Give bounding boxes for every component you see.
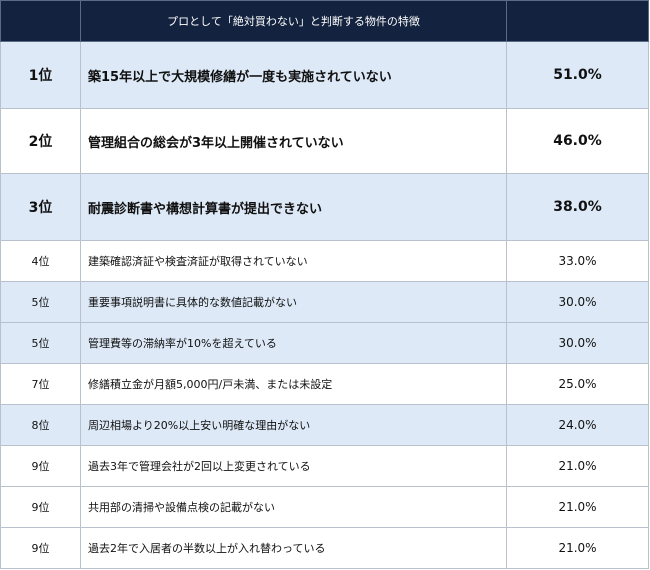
table-row: 9位 過去2年で入居者の半数以上が入れ替わっている 21.0% bbox=[0, 527, 649, 569]
table-row: 1位 築15年以上で大規模修繕が一度も実施されていない 51.0% bbox=[0, 41, 649, 109]
rank-cell: 8位 bbox=[0, 404, 81, 446]
rank-cell: 3位 bbox=[0, 173, 81, 241]
percent-cell: 30.0% bbox=[506, 322, 649, 364]
percent-cell: 21.0% bbox=[506, 486, 649, 528]
percent-cell: 33.0% bbox=[506, 240, 649, 282]
feature-cell: 耐震診断書や構想計算書が提出できない bbox=[80, 173, 507, 241]
percent-cell: 21.0% bbox=[506, 527, 649, 569]
percent-cell: 38.0% bbox=[506, 173, 649, 241]
header-title: プロとして「絶対買わない」と判断する物件の特徴 bbox=[80, 0, 507, 42]
feature-cell: 管理組合の総会が3年以上開催されていない bbox=[80, 108, 507, 174]
table-header-row: プロとして「絶対買わない」と判断する物件の特徴 bbox=[0, 0, 649, 42]
percent-cell: 46.0% bbox=[506, 108, 649, 174]
table-row: 4位 建築確認済証や検査済証が取得されていない 33.0% bbox=[0, 240, 649, 282]
feature-cell: 重要事項説明書に具体的な数値記載がない bbox=[80, 281, 507, 323]
feature-cell: 共用部の清掃や設備点検の記載がない bbox=[80, 486, 507, 528]
rank-cell: 9位 bbox=[0, 527, 81, 569]
rank-cell: 9位 bbox=[0, 486, 81, 528]
rank-cell: 4位 bbox=[0, 240, 81, 282]
percent-cell: 30.0% bbox=[506, 281, 649, 323]
rank-cell: 1位 bbox=[0, 41, 81, 109]
table-row: 9位 過去3年で管理会社が2回以上変更されている 21.0% bbox=[0, 445, 649, 487]
feature-cell: 築15年以上で大規模修繕が一度も実施されていない bbox=[80, 41, 507, 109]
table-row: 3位 耐震診断書や構想計算書が提出できない 38.0% bbox=[0, 173, 649, 241]
table-row: 7位 修繕積立金が月額5,000円/戸未満、または未設定 25.0% bbox=[0, 363, 649, 405]
percent-cell: 24.0% bbox=[506, 404, 649, 446]
table-row: 5位 重要事項説明書に具体的な数値記載がない 30.0% bbox=[0, 281, 649, 323]
rank-cell: 2位 bbox=[0, 108, 81, 174]
rank-cell: 9位 bbox=[0, 445, 81, 487]
table-row: 2位 管理組合の総会が3年以上開催されていない 46.0% bbox=[0, 108, 649, 174]
table-row: 9位 共用部の清掃や設備点検の記載がない 21.0% bbox=[0, 486, 649, 528]
feature-cell: 周辺相場より20%以上安い明確な理由がない bbox=[80, 404, 507, 446]
percent-cell: 51.0% bbox=[506, 41, 649, 109]
header-value-cell bbox=[506, 0, 649, 42]
percent-cell: 21.0% bbox=[506, 445, 649, 487]
header-rank-cell bbox=[0, 0, 81, 42]
feature-cell: 修繕積立金が月額5,000円/戸未満、または未設定 bbox=[80, 363, 507, 405]
rank-cell: 5位 bbox=[0, 281, 81, 323]
feature-cell: 建築確認済証や検査済証が取得されていない bbox=[80, 240, 507, 282]
feature-cell: 過去3年で管理会社が2回以上変更されている bbox=[80, 445, 507, 487]
table-row: 8位 周辺相場より20%以上安い明確な理由がない 24.0% bbox=[0, 404, 649, 446]
percent-cell: 25.0% bbox=[506, 363, 649, 405]
table-row: 5位 管理費等の滞納率が10%を超えている 30.0% bbox=[0, 322, 649, 364]
rank-cell: 5位 bbox=[0, 322, 81, 364]
rank-cell: 7位 bbox=[0, 363, 81, 405]
feature-cell: 管理費等の滞納率が10%を超えている bbox=[80, 322, 507, 364]
feature-cell: 過去2年で入居者の半数以上が入れ替わっている bbox=[80, 527, 507, 569]
